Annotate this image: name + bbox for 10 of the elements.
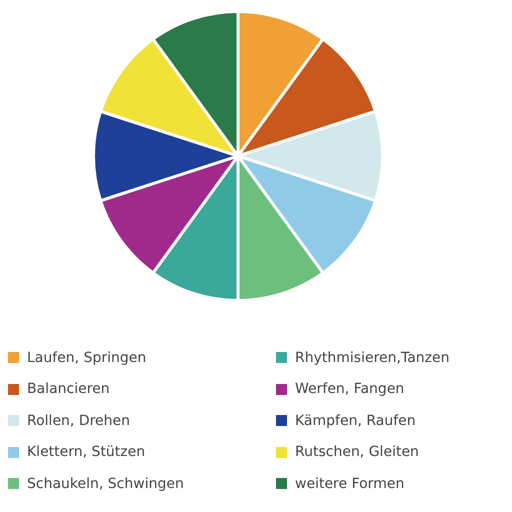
legend-label: Rutschen, Gleiten [295, 444, 419, 460]
legend-label: Schaukeln, Schwingen [27, 476, 184, 492]
legend-label: weitere Formen [295, 476, 404, 492]
legend-label: Laufen, Springen [27, 350, 146, 366]
legend-label: Klettern, Stützen [27, 444, 146, 460]
legend-label: Balancieren [27, 381, 110, 398]
legend-label: Rhythmisieren,Tanzen [295, 350, 450, 366]
legend-label: Kämpfen, Raufen [295, 412, 416, 429]
legend-label: Werfen, Fangen [295, 381, 404, 398]
legend-label: Rollen, Drehen [27, 412, 130, 429]
